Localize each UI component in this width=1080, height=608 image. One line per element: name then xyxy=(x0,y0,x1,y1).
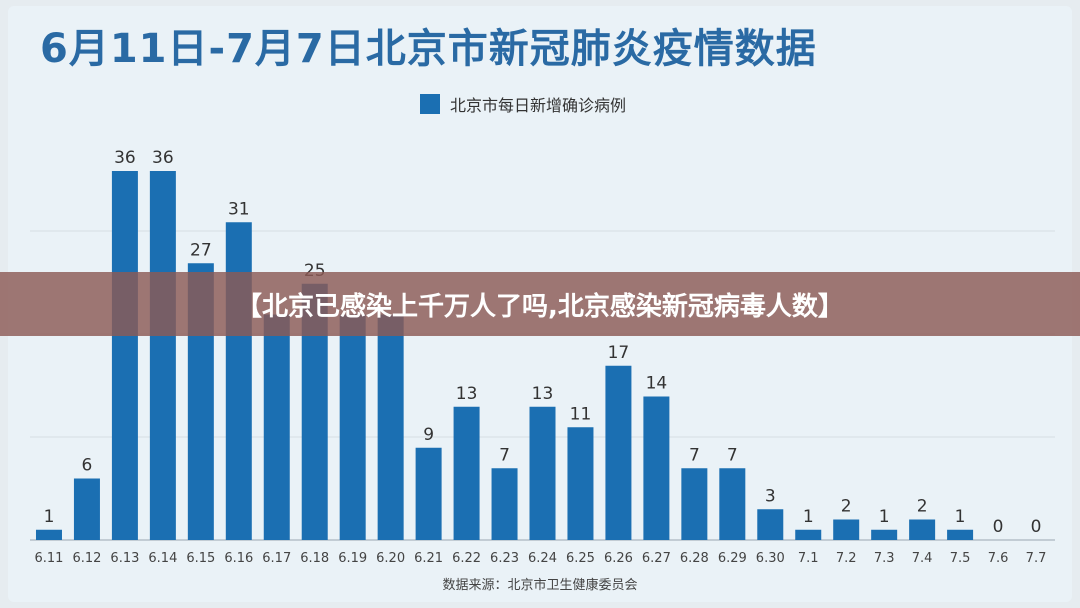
bar-6.26 xyxy=(605,366,631,540)
bar-6.13 xyxy=(112,171,138,540)
data-label: 31 xyxy=(228,199,250,219)
x-tick-label: 6.19 xyxy=(338,551,367,566)
x-tick-label: 7.5 xyxy=(950,551,971,566)
data-label: 0 xyxy=(1031,517,1042,537)
bar-6.20 xyxy=(378,315,404,541)
data-label: 1 xyxy=(803,507,814,527)
data-label: 36 xyxy=(152,148,174,168)
x-tick-label: 6.23 xyxy=(490,551,519,566)
data-label: 1 xyxy=(44,507,55,527)
x-tick-label: 7.4 xyxy=(912,551,933,566)
x-tick-label: 7.1 xyxy=(798,551,819,566)
bar-7.5 xyxy=(947,530,973,540)
x-tick-label: 6.28 xyxy=(680,551,709,566)
data-label: 17 xyxy=(608,343,630,363)
banner-text: 【北京已感染上千万人了吗,北京感染新冠病毒人数】 xyxy=(236,286,844,323)
bar-6.12 xyxy=(74,479,100,541)
data-label: 6 xyxy=(82,456,93,476)
x-tick-label: 6.29 xyxy=(718,551,747,566)
data-label: 14 xyxy=(646,374,668,394)
x-tick-label: 6.24 xyxy=(528,551,557,566)
data-label: 36 xyxy=(114,148,136,168)
x-tick-label: 6.13 xyxy=(110,551,139,566)
x-tick-label: 7.7 xyxy=(1026,551,1047,566)
x-tick-label: 6.25 xyxy=(566,551,595,566)
data-label: 3 xyxy=(765,486,776,506)
bar-6.17 xyxy=(264,315,290,541)
x-tick-label: 6.20 xyxy=(376,551,405,566)
data-label: 13 xyxy=(532,384,554,404)
x-tick-label: 6.14 xyxy=(148,551,177,566)
x-tick-label: 6.18 xyxy=(300,551,329,566)
bar-6.19 xyxy=(340,315,366,541)
x-tick-label: 6.26 xyxy=(604,551,633,566)
data-label: 13 xyxy=(456,384,478,404)
data-label: 7 xyxy=(499,445,510,465)
bar-6.24 xyxy=(530,407,556,540)
overlay-banner: 【北京已感染上千万人了吗,北京感染新冠病毒人数】 xyxy=(0,272,1080,336)
x-tick-label: 7.2 xyxy=(836,551,857,566)
bar-6.29 xyxy=(719,468,745,540)
data-label: 11 xyxy=(570,404,592,424)
bar-6.11 xyxy=(36,530,62,540)
bar-6.16 xyxy=(226,222,252,540)
x-tick-label: 6.27 xyxy=(642,551,671,566)
bar-7.1 xyxy=(795,530,821,540)
data-label: 2 xyxy=(841,497,852,517)
bar-7.4 xyxy=(909,520,935,541)
x-tick-label: 7.6 xyxy=(988,551,1009,566)
data-label: 9 xyxy=(423,425,434,445)
bar-6.21 xyxy=(416,448,442,540)
data-label: 2 xyxy=(917,497,928,517)
x-tick-label: 6.15 xyxy=(186,551,215,566)
x-tick-label: 6.30 xyxy=(756,551,785,566)
x-tick-label: 6.22 xyxy=(452,551,481,566)
bar-6.25 xyxy=(567,427,593,540)
x-tick-label: 6.21 xyxy=(414,551,443,566)
x-tick-label: 6.12 xyxy=(72,551,101,566)
bar-6.28 xyxy=(681,468,707,540)
bar-7.2 xyxy=(833,520,859,541)
data-source: 数据来源：北京市卫生健康委员会 xyxy=(0,574,1080,593)
data-label: 27 xyxy=(190,240,212,260)
bar-6.23 xyxy=(492,468,518,540)
x-tick-label: 6.11 xyxy=(35,551,64,566)
data-label: 7 xyxy=(727,445,738,465)
bar-7.3 xyxy=(871,530,897,540)
data-label: 0 xyxy=(993,517,1004,537)
x-tick-label: 7.3 xyxy=(874,551,895,566)
data-label: 1 xyxy=(955,507,966,527)
bar-6.14 xyxy=(150,171,176,540)
x-tick-label: 6.17 xyxy=(262,551,291,566)
bar-6.27 xyxy=(643,397,669,541)
data-label: 1 xyxy=(879,507,890,527)
bar-6.22 xyxy=(454,407,480,540)
bar-6.30 xyxy=(757,509,783,540)
data-label: 7 xyxy=(689,445,700,465)
x-tick-label: 6.16 xyxy=(224,551,253,566)
